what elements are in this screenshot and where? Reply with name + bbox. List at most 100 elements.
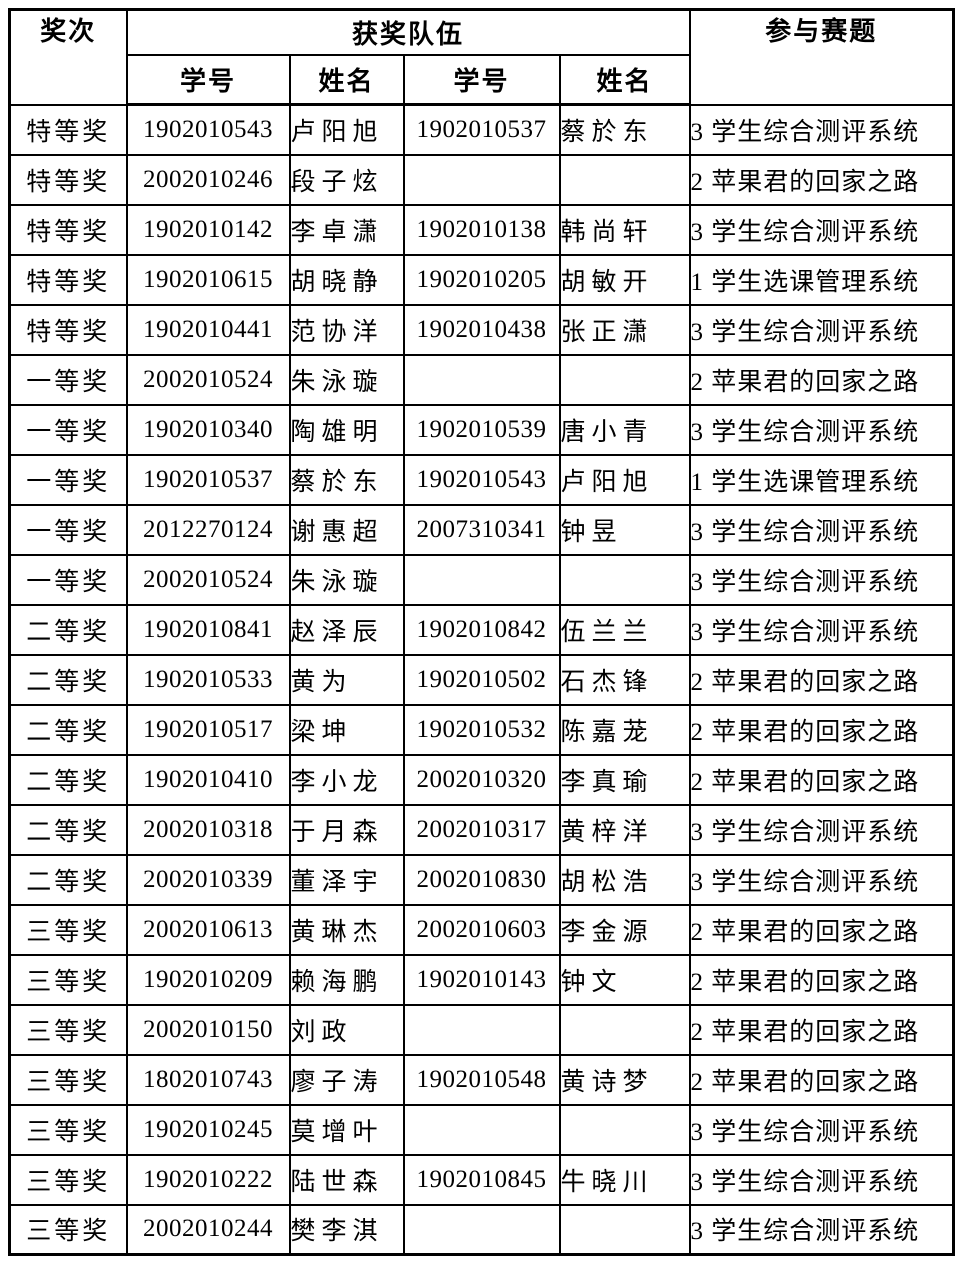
cell-name-2: 陈嘉茏 <box>558 703 691 756</box>
cell-award-level: 三等奖 <box>8 1153 128 1206</box>
cell-topic: 3 学生综合测评系统 <box>688 403 955 456</box>
cell-award-level: 三等奖 <box>8 1053 128 1106</box>
cell-name-2: 黄梓洋 <box>558 803 691 856</box>
table-row: 二等奖 1902010841 赵泽辰 1902010842 伍兰兰 3 学生综合… <box>8 603 955 656</box>
cell-student-id-2: 1902010537 <box>402 103 561 156</box>
cell-name-1: 李卓潇 <box>288 203 405 256</box>
cell-name-2 <box>558 1203 691 1256</box>
table-row: 特等奖 1902010615 胡晓静 1902010205 胡敏开 1 学生选课… <box>8 253 955 306</box>
table-row: 二等奖 1902010533 黄为 1902010502 石杰锋 2 苹果君的回… <box>8 653 955 706</box>
cell-topic: 2 苹果君的回家之路 <box>688 953 955 1006</box>
cell-student-id-1: 1902010537 <box>125 453 291 506</box>
cell-student-id-1: 2002010613 <box>125 903 291 956</box>
cell-student-id-2: 1902010138 <box>402 203 561 256</box>
cell-award-level: 特等奖 <box>8 253 128 306</box>
cell-name-2 <box>558 153 691 206</box>
cell-name-1: 李小龙 <box>288 753 405 806</box>
header-name-2: 姓名 <box>558 53 691 106</box>
cell-student-id-2: 1902010845 <box>402 1153 561 1206</box>
cell-student-id-1: 1902010222 <box>125 1153 291 1206</box>
cell-student-id-1: 1902010517 <box>125 703 291 756</box>
cell-award-level: 一等奖 <box>8 403 128 456</box>
cell-student-id-1: 1902010410 <box>125 753 291 806</box>
cell-name-1: 朱泳璇 <box>288 553 405 606</box>
cell-name-2: 黄诗梦 <box>558 1053 691 1106</box>
cell-name-2: 卢阳旭 <box>558 453 691 506</box>
table-row: 三等奖 2002010150 刘政 2 苹果君的回家之路 <box>8 1003 955 1056</box>
cell-name-1: 廖子涛 <box>288 1053 405 1106</box>
cell-student-id-2: 1902010143 <box>402 953 561 1006</box>
cell-name-2: 伍兰兰 <box>558 603 691 656</box>
cell-topic: 2 苹果君的回家之路 <box>688 753 955 806</box>
table-row: 一等奖 2002010524 朱泳璇 2 苹果君的回家之路 <box>8 353 955 406</box>
cell-student-id-2 <box>402 1103 561 1156</box>
cell-name-2 <box>558 353 691 406</box>
cell-name-1: 朱泳璇 <box>288 353 405 406</box>
cell-student-id-1: 1902010615 <box>125 253 291 306</box>
cell-award-level: 特等奖 <box>8 303 128 356</box>
header-student-id-1: 学号 <box>125 53 291 106</box>
table-row: 二等奖 1902010410 李小龙 2002010320 李真瑜 2 苹果君的… <box>8 753 955 806</box>
cell-topic: 2 苹果君的回家之路 <box>688 1053 955 1106</box>
cell-student-id-1: 2002010244 <box>125 1203 291 1256</box>
cell-name-2: 牛晓川 <box>558 1153 691 1206</box>
cell-name-1: 赵泽辰 <box>288 603 405 656</box>
header-row-2: 学号 姓名 学号 姓名 <box>10 53 954 106</box>
cell-topic: 1 学生选课管理系统 <box>688 453 955 506</box>
cell-name-2: 钟昱 <box>558 503 691 556</box>
cell-student-id-2: 1902010205 <box>402 253 561 306</box>
cell-award-level: 三等奖 <box>8 953 128 1006</box>
cell-student-id-2: 2002010830 <box>402 853 561 906</box>
table-row: 特等奖 1902010142 李卓潇 1902010138 韩尚轩 3 学生综合… <box>8 203 955 256</box>
header-row-1: 奖次 获奖队伍 参与赛题 <box>8 8 955 106</box>
cell-award-level: 三等奖 <box>8 1003 128 1056</box>
cell-student-id-1: 1902010340 <box>125 403 291 456</box>
table-row: 三等奖 2002010613 黄琳杰 2002010603 李金源 2 苹果君的… <box>8 903 955 956</box>
cell-award-level: 二等奖 <box>8 853 128 906</box>
table-body: 特等奖 1902010543 卢阳旭 1902010537 蔡於东 3 学生综合… <box>8 103 955 1256</box>
cell-award-level: 特等奖 <box>8 103 128 156</box>
cell-award-level: 特等奖 <box>8 203 128 256</box>
cell-student-id-1: 1902010543 <box>125 103 291 156</box>
cell-award-level: 二等奖 <box>8 603 128 656</box>
cell-student-id-1: 2002010318 <box>125 803 291 856</box>
header-award-level: 奖次 <box>8 8 128 106</box>
cell-topic: 3 学生综合测评系统 <box>688 203 955 256</box>
cell-name-1: 陶雄明 <box>288 403 405 456</box>
cell-topic: 3 学生综合测评系统 <box>688 1203 955 1256</box>
cell-award-level: 特等奖 <box>8 153 128 206</box>
cell-student-id-2: 1902010548 <box>402 1053 561 1106</box>
cell-name-1: 段子炫 <box>288 153 405 206</box>
cell-student-id-1: 2002010246 <box>125 153 291 206</box>
table-row: 特等奖 1902010543 卢阳旭 1902010537 蔡於东 3 学生综合… <box>8 103 955 156</box>
cell-topic: 3 学生综合测评系统 <box>688 1103 955 1156</box>
awards-table: 奖次 获奖队伍 参与赛题 学号 姓名 学号 姓名 特等奖 1902010543 … <box>8 8 956 1256</box>
cell-student-id-1: 1902010142 <box>125 203 291 256</box>
cell-student-id-2: 1902010543 <box>402 453 561 506</box>
cell-topic: 2 苹果君的回家之路 <box>688 703 955 756</box>
table-row: 一等奖 1902010537 蔡於东 1902010543 卢阳旭 1 学生选课… <box>8 453 955 506</box>
cell-name-2 <box>558 1003 691 1056</box>
cell-award-level: 一等奖 <box>8 453 128 506</box>
cell-topic: 2 苹果君的回家之路 <box>688 1003 955 1056</box>
table-row: 特等奖 2002010246 段子炫 2 苹果君的回家之路 <box>8 153 955 206</box>
cell-topic: 3 学生综合测评系统 <box>688 603 955 656</box>
header-name-1: 姓名 <box>288 53 405 106</box>
cell-student-id-1: 2002010524 <box>125 553 291 606</box>
cell-topic: 3 学生综合测评系统 <box>688 303 955 356</box>
cell-student-id-2 <box>402 1203 561 1256</box>
table-row: 三等奖 1902010245 莫增叶 3 学生综合测评系统 <box>8 1103 955 1156</box>
cell-student-id-2: 1902010502 <box>402 653 561 706</box>
cell-name-1: 刘政 <box>288 1003 405 1056</box>
header-topic: 参与赛题 <box>688 8 955 106</box>
cell-name-1: 黄为 <box>288 653 405 706</box>
cell-name-1: 卢阳旭 <box>288 103 405 156</box>
cell-topic: 3 学生综合测评系统 <box>688 1153 955 1206</box>
cell-topic: 3 学生综合测评系统 <box>688 103 955 156</box>
cell-award-level: 二等奖 <box>8 703 128 756</box>
cell-name-2: 唐小青 <box>558 403 691 456</box>
cell-name-2 <box>558 1103 691 1156</box>
cell-name-2 <box>558 553 691 606</box>
cell-student-id-2: 2002010317 <box>402 803 561 856</box>
cell-student-id-2: 1902010438 <box>402 303 561 356</box>
